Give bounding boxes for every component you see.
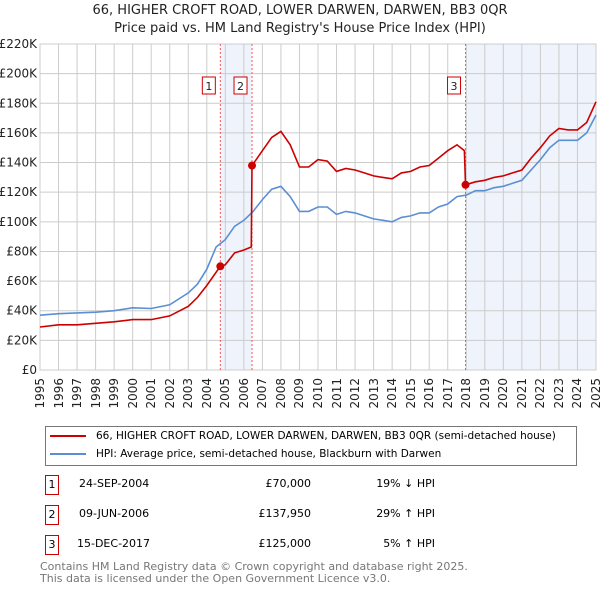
sale-row: 3 15-DEC-2017 £125,000 5% ↑ HPI: [45, 535, 585, 555]
sale-date: 09-JUN-2006: [79, 507, 150, 520]
y-tick-label: £160K: [0, 126, 38, 140]
x-tick-label: 2006: [236, 378, 251, 409]
x-tick-label: 2001: [144, 378, 159, 409]
sale-point: [461, 180, 470, 189]
x-tick-label: 2003: [181, 378, 196, 409]
series-line: [39, 101, 597, 328]
x-tick-label: 2020: [496, 378, 511, 409]
x-tick-label: 2022: [533, 378, 548, 409]
y-tick-label: £40K: [6, 304, 38, 318]
sale-hpi: 29% ↑ HPI: [376, 507, 435, 520]
x-tick-label: 2005: [218, 378, 233, 409]
y-tick-label: £120K: [0, 185, 38, 199]
x-tick-label: 2025: [589, 378, 600, 409]
x-tick-label: 2002: [162, 378, 177, 409]
sale-hpi: 19% ↓ HPI: [376, 477, 435, 490]
x-tick-label: 2010: [311, 378, 325, 409]
sale-date: 15-DEC-2017: [77, 537, 151, 550]
sale-date: 24-SEP-2004: [79, 477, 150, 490]
legend-swatch-red: [50, 435, 86, 437]
x-tick-label: 2023: [551, 378, 566, 409]
sale-row: 1 24-SEP-2004 £70,000 19% ↓ HPI: [45, 475, 585, 495]
sale-price: £125,000: [258, 537, 312, 550]
plot-area: £0 £20K £40K £60K £80K £100K £120K £140K £160K £1…: [0, 37, 597, 377]
y-tick-label: £180K: [0, 96, 38, 110]
legend-item-hpi: HPI: Average price, semi-detached house,…: [50, 448, 441, 460]
sale-point: [216, 262, 225, 271]
sale-row: 2 09-JUN-2006 £137,950 29% ↑ HPI: [45, 505, 585, 525]
sale-label: 2: [237, 80, 244, 93]
x-tick-label: 2018: [459, 378, 474, 409]
x-tick-label: 2024: [570, 378, 585, 409]
sale-label: 1: [205, 80, 212, 93]
x-tick-label: 2019: [477, 378, 492, 409]
x-tick-label: 1999: [107, 378, 122, 409]
x-tick-label: 2016: [422, 378, 437, 409]
sale-label-box: [201, 76, 216, 95]
sale-label-box: [233, 76, 248, 95]
x-tick-label: 2014: [385, 378, 400, 409]
sale-hpi: 5% ↑ HPI: [383, 537, 435, 550]
y-tick-label: £0: [22, 363, 37, 377]
sale-price: £137,950: [258, 507, 312, 520]
x-tick-label: 1996: [51, 378, 66, 409]
sale-price: £70,000: [265, 477, 312, 490]
chart-subtitle: Price paid vs. HM Land Registry's House …: [114, 21, 486, 36]
x-tick-label: 2004: [199, 378, 214, 409]
x-tick-label: 2017: [440, 378, 455, 409]
series-line: [39, 114, 597, 316]
y-tick-label: £60K: [6, 274, 38, 288]
y-tick-label: £100K: [0, 215, 38, 229]
legend-item-property: 66, HIGHER CROFT ROAD, LOWER DARWEN, DAR…: [50, 430, 556, 442]
chart-title: 66, HIGHER CROFT ROAD, LOWER DARWEN, DAR…: [92, 3, 508, 18]
shaded-period: [465, 44, 596, 370]
footer: Contains HM Land Registry data © Crown c…: [40, 561, 590, 585]
sale-number: 2: [45, 505, 59, 525]
footer-line: This data is licensed under the Open Gov…: [40, 572, 391, 585]
legend-label: 66, HIGHER CROFT ROAD, LOWER DARWEN, DAR…: [96, 430, 556, 442]
sale-point: [248, 161, 257, 170]
plot-border: [39, 43, 597, 371]
y-tick-label: £200K: [0, 67, 38, 81]
sale-label-box: [447, 76, 462, 95]
x-tick-label: 1997: [70, 378, 85, 409]
x-tick-label: 1995: [33, 378, 47, 409]
legend-swatch-blue: [50, 453, 86, 455]
y-tick-label: £20K: [6, 333, 38, 347]
y-tick-label: £220K: [0, 37, 38, 51]
x-tick-label: 1998: [88, 378, 103, 409]
sale-label: 3: [451, 80, 458, 93]
sale-number: 1: [45, 475, 59, 495]
y-tick-label: £80K: [6, 244, 38, 258]
x-tick-label: 2009: [292, 378, 307, 409]
x-tick-label: 2012: [348, 378, 363, 409]
x-tick-label: 2015: [403, 378, 418, 409]
x-tick-label: 2000: [125, 378, 140, 409]
x-tick-label: 2007: [255, 378, 270, 409]
x-tick-label: 2021: [514, 378, 529, 409]
x-tick-label: 2011: [329, 378, 344, 409]
legend-label: HPI: Average price, semi-detached house,…: [96, 448, 442, 460]
sale-number: 3: [45, 535, 59, 555]
x-tick-label: 2008: [273, 378, 288, 409]
y-tick-label: £140K: [0, 156, 38, 170]
legend: 66, HIGHER CROFT ROAD, LOWER DARWEN, DAR…: [45, 426, 577, 466]
footer-line: Contains HM Land Registry data © Crown c…: [40, 560, 468, 573]
x-tick-label: 2013: [366, 378, 381, 409]
